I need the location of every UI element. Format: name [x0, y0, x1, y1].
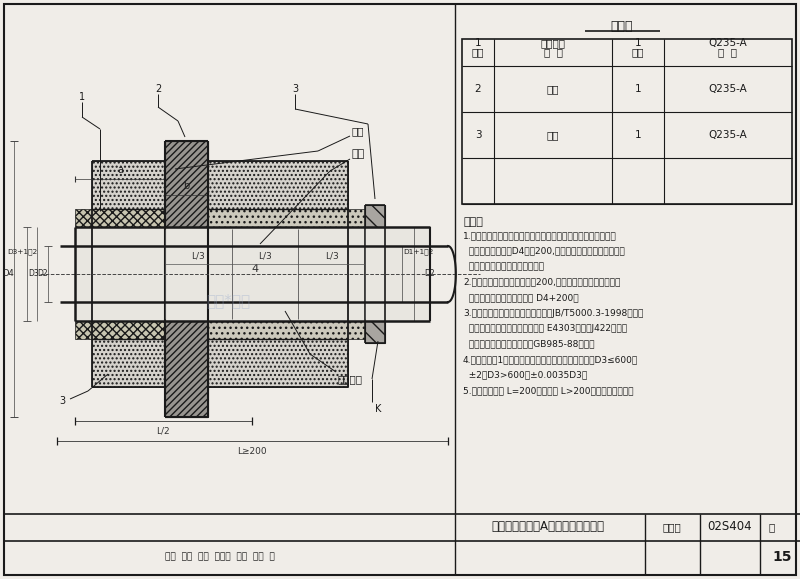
- Text: D2: D2: [38, 269, 48, 278]
- Text: ±2，D3>600，±0.0035D3．: ±2，D3>600，±0.0035D3．: [463, 371, 587, 379]
- Text: 材  料: 材 料: [718, 47, 738, 57]
- Text: K: K: [375, 404, 381, 414]
- Text: L≥200: L≥200: [237, 446, 267, 456]
- Text: D1+1～2: D1+1～2: [403, 249, 433, 255]
- Bar: [165, 321, 208, 417]
- Text: 1: 1: [634, 130, 642, 140]
- Text: 石棉水泥: 石棉水泥: [338, 374, 363, 384]
- Text: L/3: L/3: [258, 251, 272, 261]
- Text: L/3: L/3: [325, 251, 338, 261]
- Text: 坡口的基本形式与尺寸按照GB985-88执行．: 坡口的基本形式与尺寸按照GB985-88执行．: [463, 339, 594, 349]
- Text: 页: 页: [769, 522, 775, 532]
- Text: D2: D2: [425, 269, 435, 278]
- Text: 焊接采用手工电弧焊，焊条型号 E4303，牌号J422．焊缝: 焊接采用手工电弧焊，焊条型号 E4303，牌号J422．焊缝: [463, 324, 627, 333]
- Bar: [208, 209, 365, 227]
- Text: Q235-A: Q235-A: [709, 130, 747, 140]
- Text: 审核  批准  校对  综合甲  设计  比例  页: 审核 批准 校对 综合甲 设计 比例 页: [165, 552, 275, 562]
- Text: D3+1～2: D3+1～2: [7, 249, 37, 255]
- Text: L/2: L/2: [156, 427, 170, 435]
- Text: 3: 3: [292, 84, 298, 94]
- Text: 3: 3: [474, 130, 482, 140]
- Text: 说明：: 说明：: [463, 217, 483, 227]
- Text: 15: 15: [772, 550, 792, 564]
- Text: 1: 1: [634, 84, 642, 94]
- Text: 别性防水套管（A型）安装图（一）: 别性防水套管（A型）安装图（一）: [491, 521, 605, 533]
- Text: 5.套管的重量以 L=200计算，当 L>200时，应另行计算．: 5.套管的重量以 L=200计算，当 L>200时，应另行计算．: [463, 386, 634, 395]
- Text: 1: 1: [79, 92, 85, 102]
- Text: 02S404: 02S404: [708, 521, 752, 533]
- Text: 1.套管穿墙处如遇非混凝土墙壁时，应改用混凝土墙壁，其浇注: 1.套管穿墙处如遇非混凝土墙壁时，应改用混凝土墙壁，其浇注: [463, 231, 617, 240]
- Text: 挡圈: 挡圈: [546, 130, 559, 140]
- Text: a: a: [117, 165, 123, 175]
- Bar: [75, 321, 165, 339]
- Text: 1: 1: [634, 38, 642, 48]
- Bar: [208, 321, 365, 339]
- Bar: [75, 227, 430, 321]
- Text: 厚．加厚部分的直径至少为 D4+200．: 厚．加厚部分的直径至少为 D4+200．: [463, 293, 578, 302]
- Text: 油麻: 油麻: [352, 126, 365, 136]
- Bar: [75, 209, 165, 227]
- Bar: [92, 321, 348, 339]
- Text: b: b: [183, 181, 190, 191]
- Bar: [92, 339, 348, 387]
- Bar: [365, 321, 385, 343]
- Text: 序号: 序号: [472, 47, 484, 57]
- Text: 3: 3: [59, 396, 65, 406]
- Bar: [365, 205, 385, 227]
- Text: 数量: 数量: [632, 47, 644, 57]
- Bar: [92, 161, 348, 209]
- Text: 翼环: 翼环: [546, 84, 559, 94]
- Text: 钢制套管: 钢制套管: [541, 38, 566, 48]
- Text: Q235-A: Q235-A: [709, 84, 747, 94]
- Bar: [462, 39, 792, 204]
- Bar: [165, 141, 208, 227]
- Text: 名  称: 名 称: [543, 47, 562, 57]
- Text: 4: 4: [251, 264, 258, 274]
- Text: D4: D4: [2, 269, 14, 278]
- Text: 2: 2: [474, 84, 482, 94]
- Text: 久安*管道: 久安*管道: [206, 294, 250, 309]
- Text: 圈应比翼环直径（D4）大200,而且必须将套管一次浇固于墙: 圈应比翼环直径（D4）大200,而且必须将套管一次浇固于墙: [463, 247, 625, 255]
- Text: 钢管: 钢管: [352, 149, 366, 159]
- Text: 材料表: 材料表: [610, 20, 634, 32]
- Bar: [92, 209, 348, 227]
- Text: 2: 2: [155, 84, 161, 94]
- Text: 2.穿管处混凝土墙厚应不小于200,否则应使墙壁一边或两边加: 2.穿管处混凝土墙厚应不小于200,否则应使墙壁一边或两边加: [463, 277, 620, 287]
- Text: D3: D3: [29, 269, 39, 278]
- Text: 图集号: 图集号: [662, 522, 682, 532]
- Text: 1: 1: [474, 38, 482, 48]
- Text: 3.焊接结构尺寸公差与形位公差按照JB/T5000.3-1998执行．: 3.焊接结构尺寸公差与形位公差按照JB/T5000.3-1998执行．: [463, 309, 643, 317]
- Text: Q235-A: Q235-A: [709, 38, 747, 48]
- Text: 4.当套管（件1）采用卷制成型时，周长允许偏差方：D3≤600，: 4.当套管（件1）采用卷制成型时，周长允许偏差方：D3≤600，: [463, 355, 638, 364]
- Text: 内．套管内的填料应紧密捣实．: 内．套管内的填料应紧密捣实．: [463, 262, 544, 271]
- Text: L/3: L/3: [191, 251, 206, 261]
